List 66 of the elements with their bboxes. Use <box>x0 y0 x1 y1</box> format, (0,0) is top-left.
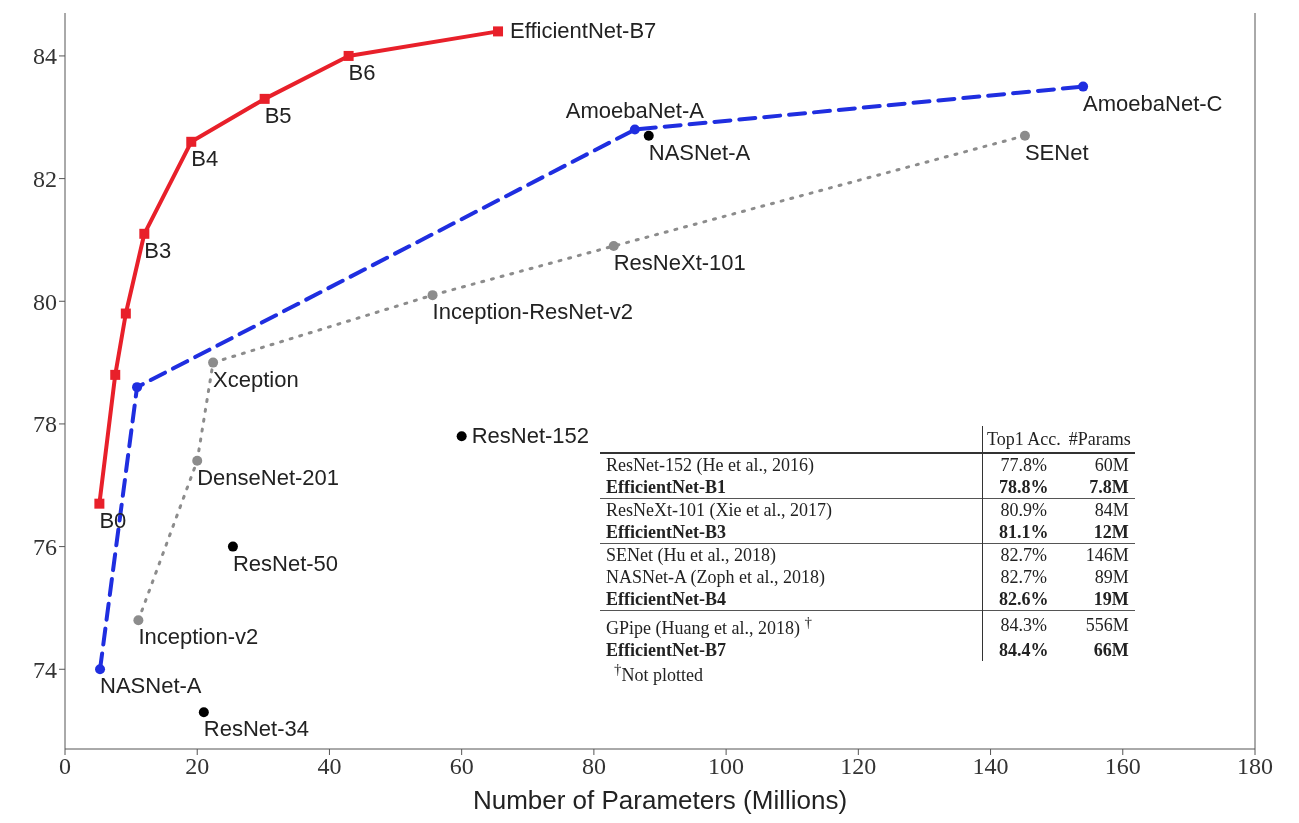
annotation: ResNet-34 <box>203 716 309 742</box>
x-tick-label: 40 <box>317 753 342 780</box>
y-tick-label: 84 <box>33 43 57 70</box>
annotation: 80.9% <box>982 498 1065 521</box>
annotation: 12M <box>1092 521 1130 544</box>
annotation: 81.1% <box>982 521 1065 544</box>
annotation: 84.3% <box>982 610 1065 639</box>
annotation: GPipe (Huang et al., 2018) $^{†}$ <box>605 613 813 639</box>
annotation: ResNeXt-101 <box>613 250 746 276</box>
annotation: Top1 Acc. <box>982 426 1065 453</box>
annotation: #Params <box>1067 428 1132 451</box>
annotation: 78.8% <box>982 476 1065 499</box>
x-tick-label: 180 <box>1237 753 1273 780</box>
annotation: 66M <box>1092 639 1130 661</box>
y-tick-label: 80 <box>33 288 57 315</box>
x-tick-label: 100 <box>708 753 745 780</box>
x-tick-label: 60 <box>449 753 474 780</box>
annotation: AmoebaNet-C <box>1083 90 1223 116</box>
annotation: 82.7% <box>982 543 1065 566</box>
annotation: 556M <box>1084 614 1130 637</box>
annotation: 82.7% <box>982 566 1065 588</box>
y-tick-label: 82 <box>33 166 57 193</box>
annotation: 89M <box>1093 566 1130 588</box>
x-tick-label: 160 <box>1104 753 1141 780</box>
annotation: EfficientNet-B4 <box>605 588 727 611</box>
x-tick-label: 0 <box>59 753 71 780</box>
annotation: EfficientNet-B7 <box>510 18 657 44</box>
x-tick-label: 140 <box>972 753 1009 780</box>
annotation: ResNet-152 (He et al., 2016) <box>605 454 815 476</box>
annotation: $^{†}$Not plotted <box>613 661 704 686</box>
annotation: NASNet-A <box>100 673 202 699</box>
annotation: ResNeXt-101 (Xie et al., 2017) <box>605 499 833 521</box>
annotation: 60M <box>1093 454 1130 476</box>
annotation: SENet (Hu et al., 2018) <box>605 544 777 566</box>
annotation: NASNet-A <box>648 139 751 165</box>
y-tick-label: 74 <box>33 656 57 683</box>
annotation: NASNet-A (Zoph et al., 2018) <box>605 566 826 588</box>
annotation: B6 <box>348 59 376 85</box>
annotation: 84M <box>1093 499 1130 521</box>
annotation: B4 <box>191 145 219 171</box>
annotation: 77.8% <box>982 453 1065 476</box>
annotation: SENet <box>1024 139 1089 165</box>
annotation: B5 <box>264 102 292 128</box>
x-tick-label: 80 <box>581 753 606 780</box>
annotation: 7.8M <box>1088 476 1130 499</box>
annotation: Inception-ResNet-v2 <box>432 299 634 325</box>
annotation: B3 <box>144 237 172 263</box>
annotation: AmoebaNet-A <box>565 97 705 123</box>
annotation: EfficientNet-B7 <box>605 639 727 661</box>
y-tick-label: 78 <box>33 411 57 438</box>
x-tick-label: 120 <box>840 753 877 780</box>
annotation: Xception <box>213 366 299 392</box>
x-axis-title: Number of Parameters (Millions) <box>472 785 848 815</box>
y-tick-label: 76 <box>33 534 57 561</box>
annotation: B0 <box>99 507 127 533</box>
annotation: EfficientNet-B1 <box>605 476 727 499</box>
annotation: ResNet-50 <box>232 550 339 576</box>
annotation: EfficientNet-B3 <box>605 521 727 544</box>
annotation: 82.6% <box>982 588 1065 611</box>
annotation: 146M <box>1084 544 1130 566</box>
x-tick-label: 20 <box>185 753 210 780</box>
annotation: 84.4% <box>982 639 1065 661</box>
annotation: ResNet-152 <box>471 423 590 449</box>
annotation: DenseNet-201 <box>197 464 340 490</box>
annotation: 19M <box>1092 588 1130 611</box>
annotation: Inception-v2 <box>138 624 259 650</box>
